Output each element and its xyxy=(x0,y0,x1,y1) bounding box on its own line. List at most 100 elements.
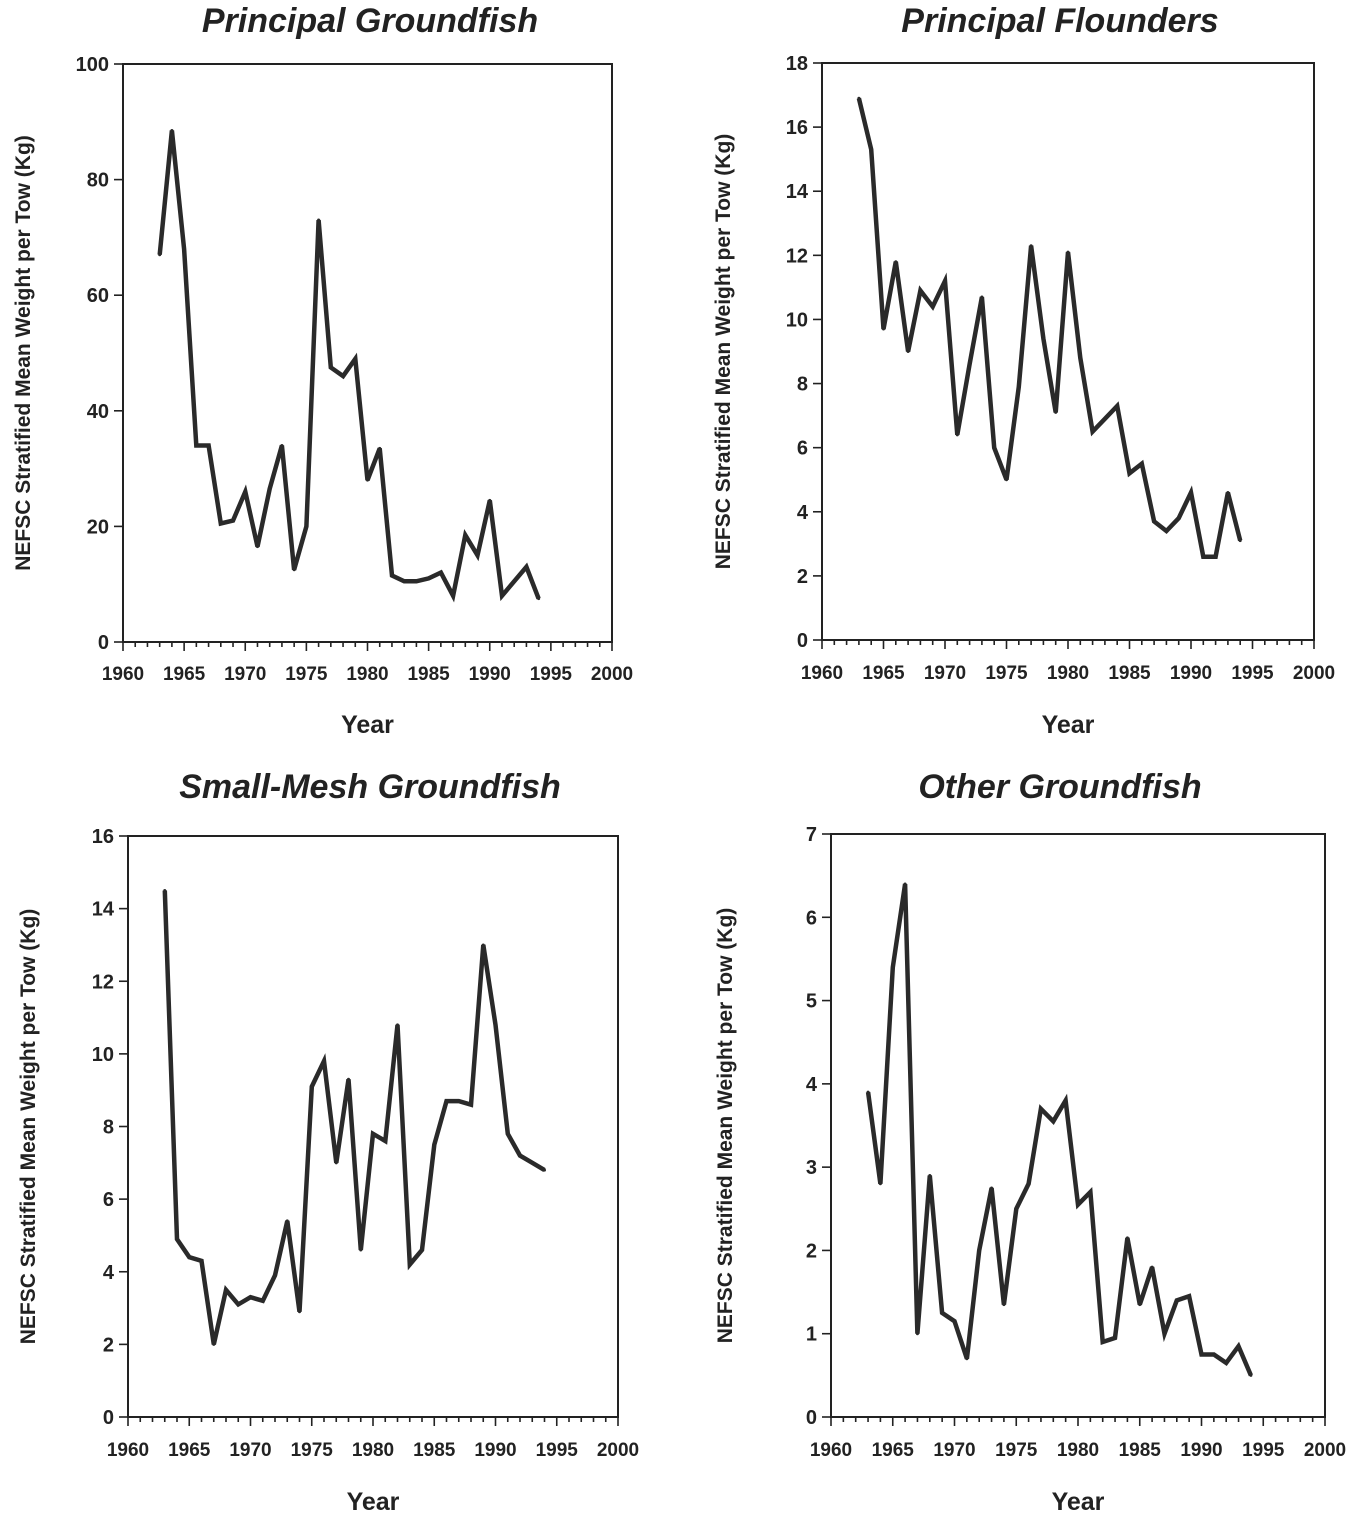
y-tick-label: 1 xyxy=(806,1324,817,1346)
data-point xyxy=(1177,516,1181,520)
data-point xyxy=(1138,1303,1142,1307)
chart-title: Principal Groundfish xyxy=(201,2,539,40)
chart-title: Other Groundfish xyxy=(918,768,1202,806)
data-point xyxy=(304,524,308,528)
plot-frame xyxy=(122,63,613,643)
data-point xyxy=(915,1332,919,1336)
data-point xyxy=(231,519,235,523)
y-tick-label: 0 xyxy=(806,1407,817,1429)
data-point xyxy=(1187,1294,1191,1298)
data-point xyxy=(1076,1203,1080,1207)
data-point xyxy=(359,1248,363,1252)
data-point xyxy=(249,1295,252,1299)
y-axis-label: NEFSC Stratified Mean Weight per Tow (Kg… xyxy=(17,909,40,1345)
y-tick-label: 14 xyxy=(786,181,809,203)
data-point xyxy=(543,1168,546,1172)
x-tick-label: 1995 xyxy=(1231,663,1274,684)
x-tick-label: 1965 xyxy=(862,663,905,684)
data-point xyxy=(494,1023,497,1027)
y-tick-label: 4 xyxy=(797,502,809,524)
data-point xyxy=(1103,417,1107,421)
data-point xyxy=(158,253,162,257)
data-point xyxy=(1125,1236,1129,1240)
data-point xyxy=(1150,1265,1154,1269)
data-point xyxy=(894,260,898,264)
data-point xyxy=(857,96,861,100)
data-point xyxy=(537,597,541,601)
series-line xyxy=(157,130,541,603)
data-point xyxy=(1175,1298,1179,1302)
data-point xyxy=(965,1357,969,1361)
x-tick-label: 1975 xyxy=(995,1440,1038,1461)
data-point xyxy=(341,374,345,378)
line-chart-other-groundfish: 1960 1965 1970 1975 1980 1985 1990 1995 2000 0 1 2 3… xyxy=(714,824,1346,1516)
data-point xyxy=(1054,410,1058,414)
data-point xyxy=(322,1059,326,1063)
data-point xyxy=(298,1310,301,1314)
y-tick-label: 8 xyxy=(103,1117,114,1139)
x-tick-label: 1995 xyxy=(1242,1440,1285,1461)
y-tick-label: 16 xyxy=(786,117,808,139)
data-point xyxy=(212,1342,216,1346)
data-point xyxy=(990,1186,994,1190)
x-tick-label: 1980 xyxy=(1057,1440,1099,1461)
data-point xyxy=(891,965,895,969)
line-chart-principal-flounders: 1960 1965 1970 1975 1980 1985 1990 1995 2000 0 2 4 6… xyxy=(712,53,1335,739)
chart-panel-principal-flounders: Principal Flounders 1960 1965 1970 1975 1980… xyxy=(680,0,1363,760)
data-point xyxy=(432,1143,436,1147)
x-tick-label: 1980 xyxy=(346,664,388,685)
data-point xyxy=(439,571,443,575)
data-point xyxy=(353,357,357,361)
data-point xyxy=(992,446,996,450)
data-point xyxy=(506,1132,510,1136)
x-axis-label: Year xyxy=(1042,711,1095,739)
line-chart-principal-groundfish: 1960 1965 1970 1975 1980 1985 1990 1995 2000 0 20 4… xyxy=(12,54,633,739)
data-point xyxy=(1066,250,1070,254)
data-point xyxy=(255,545,259,549)
x-tick-label: 1985 xyxy=(1108,663,1151,684)
data-point xyxy=(347,1077,350,1081)
data-point xyxy=(878,1182,882,1186)
data-point xyxy=(906,350,910,353)
data-point xyxy=(175,1237,179,1241)
data-point xyxy=(955,433,959,437)
data-point xyxy=(457,1099,461,1103)
data-point xyxy=(866,1090,870,1094)
x-tick-label: 1990 xyxy=(469,664,511,685)
data-point xyxy=(285,1219,289,1223)
x-tick-label: 2000 xyxy=(591,664,633,685)
data-point xyxy=(463,533,467,537)
data-point xyxy=(273,1273,277,1277)
data-point xyxy=(1237,1344,1241,1348)
data-point xyxy=(420,1248,424,1252)
data-point xyxy=(1162,1332,1166,1336)
data-point xyxy=(236,1302,240,1306)
x-tick-label: 1970 xyxy=(933,1440,975,1461)
x-tick-label: 1980 xyxy=(352,1440,394,1461)
y-tick-label: 4 xyxy=(806,1074,818,1096)
data-point xyxy=(1226,491,1230,495)
data-point xyxy=(518,1154,522,1158)
chart-panel-small-mesh-groundfish: Small-Mesh Groundfish 1960 1965 1970 1975 19… xyxy=(0,760,660,1518)
data-point xyxy=(1128,471,1131,475)
x-tick-label: 1960 xyxy=(102,664,144,685)
y-tick-label: 3 xyxy=(806,1157,817,1179)
data-point xyxy=(1002,1303,1006,1307)
y-tick-label: 60 xyxy=(87,285,109,307)
y-tick-label: 2 xyxy=(103,1334,114,1356)
data-point xyxy=(524,565,528,569)
data-point xyxy=(1113,1336,1117,1340)
data-point xyxy=(882,327,885,331)
data-point xyxy=(163,888,167,892)
data-point xyxy=(1014,1207,1018,1211)
data-point xyxy=(310,1085,314,1089)
data-point xyxy=(207,443,211,447)
data-point xyxy=(280,443,284,447)
x-tick-label: 2000 xyxy=(1304,1440,1346,1461)
data-point xyxy=(402,579,406,583)
data-point xyxy=(243,490,247,494)
x-tick-label: 1965 xyxy=(872,1440,915,1461)
data-point xyxy=(1064,1099,1068,1103)
data-point xyxy=(1212,1353,1216,1357)
data-point xyxy=(512,579,516,583)
